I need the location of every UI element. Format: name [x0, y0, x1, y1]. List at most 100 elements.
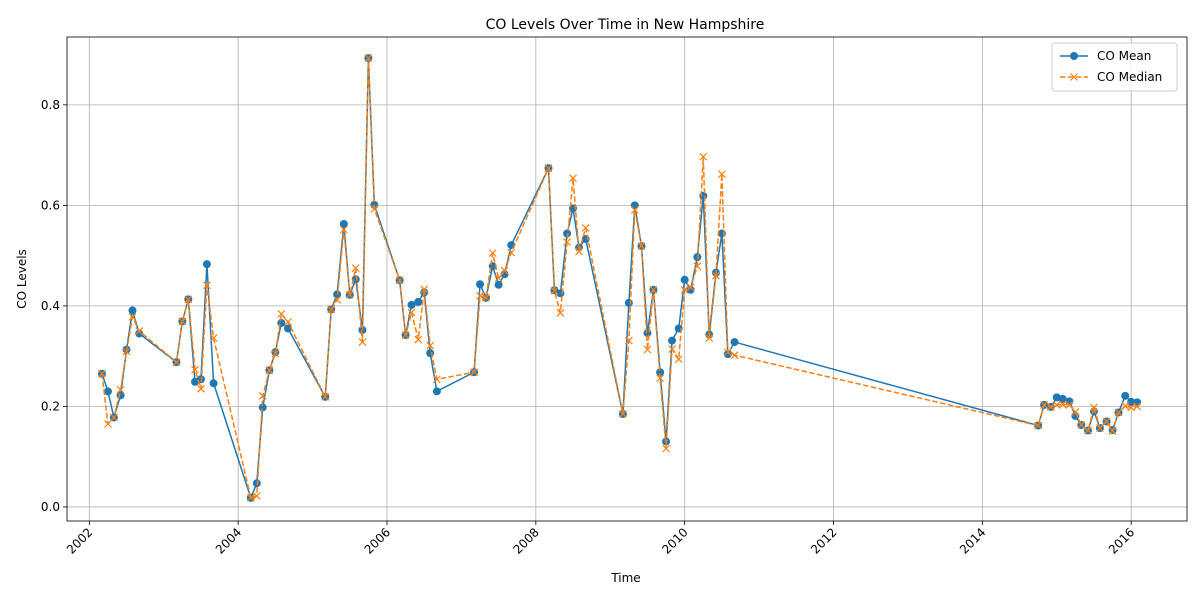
data-point-co-median [178, 317, 187, 326]
data-point-co-median [717, 170, 726, 179]
data-point-co-median [432, 375, 441, 384]
data-point-co-median [109, 413, 118, 422]
data-point-co-median [643, 345, 652, 354]
legend-marker-co-mean [1070, 52, 1078, 60]
data-point-co-median [128, 313, 137, 321]
data-point-co-median [209, 334, 218, 342]
data-point-co-median [1102, 417, 1111, 426]
data-point-co-median [686, 283, 695, 292]
data-point-co-median [1058, 400, 1067, 409]
data-point-co-mean [730, 338, 739, 347]
data-point-co-median [494, 274, 503, 283]
data-point-co-median [98, 369, 106, 378]
data-point-co-mean [432, 387, 441, 396]
data-point-co-median [1034, 421, 1043, 430]
data-point-co-mean [668, 336, 677, 345]
legend-label-co-median: CO Median [1097, 70, 1162, 84]
data-point-co-median [575, 247, 583, 256]
data-point-co-mean [258, 403, 267, 412]
data-point-co-mean [202, 260, 211, 269]
data-point-co-median [135, 327, 144, 335]
data-point-co-median [482, 293, 490, 302]
series-layer [97, 54, 1142, 502]
data-point-co-median [1084, 426, 1092, 435]
data-point-co-median [1090, 403, 1098, 412]
data-point-co-mean [103, 387, 112, 396]
data-point-co-median [1065, 400, 1074, 409]
data-point-co-median [705, 334, 714, 342]
data-point-co-median [668, 345, 676, 354]
data-point-co-mean [563, 229, 572, 238]
series-co-median [98, 54, 1142, 502]
data-point-co-mean [1127, 397, 1136, 406]
data-point-co-median [674, 355, 683, 364]
data-point-co-mean [656, 368, 665, 377]
data-point-co-median [407, 308, 416, 317]
data-point-co-median [258, 391, 267, 400]
data-point-co-mean [407, 300, 416, 309]
data-point-co-median [618, 410, 627, 418]
data-point-co-median [730, 351, 739, 360]
data-point-co-median [252, 491, 261, 500]
data-point-co-median [1046, 402, 1055, 411]
data-point-co-median [184, 295, 193, 304]
data-point-co-median [488, 249, 497, 258]
data-point-co-median [197, 384, 205, 393]
y-tick-label: 0.0 [41, 500, 60, 514]
data-point-co-median [680, 285, 689, 294]
data-point-co-median [420, 285, 429, 294]
data-point-co-median [1077, 421, 1086, 429]
data-point-co-median [116, 385, 125, 394]
data-point-co-median [649, 285, 658, 294]
chart-title: CO Levels Over Time in New Hampshire [486, 17, 765, 33]
data-point-co-median [333, 295, 342, 304]
legend-marker-co-median [1070, 73, 1078, 81]
data-point-co-median [556, 309, 565, 317]
data-point-co-median [630, 205, 639, 214]
data-point-co-median [1096, 424, 1104, 432]
data-point-co-median [364, 54, 373, 63]
data-point-co-median [544, 164, 553, 173]
data-point-co-mean [723, 350, 732, 359]
data-point-co-mean [414, 297, 423, 306]
data-point-co-median [1108, 427, 1117, 435]
data-point-co-mean [209, 379, 218, 388]
data-point-co-median [1133, 402, 1142, 411]
data-point-co-median [1114, 408, 1123, 417]
data-point-co-mean [624, 298, 633, 307]
data-point-co-mean [630, 201, 639, 210]
data-point-co-median [327, 305, 336, 314]
y-tick-label: 0.6 [41, 198, 60, 212]
data-point-co-median [581, 224, 590, 232]
data-point-co-median [693, 262, 702, 271]
data-point-co-median [202, 281, 211, 290]
data-point-co-median [284, 318, 292, 326]
y-tick-label: 0.8 [41, 98, 60, 112]
data-point-co-median [712, 271, 720, 280]
data-point-co-median [476, 291, 484, 300]
data-point-co-median [370, 204, 379, 213]
data-point-co-median [265, 366, 274, 375]
data-point-co-median [345, 290, 354, 299]
data-point-co-mean [351, 275, 360, 284]
data-point-co-mean [128, 306, 137, 315]
data-point-co-median [550, 286, 559, 295]
data-point-co-median [172, 358, 181, 367]
data-point-co-mean [494, 280, 503, 289]
data-point-co-median [339, 225, 348, 234]
data-point-co-median [500, 266, 509, 275]
data-point-co-mean [680, 275, 689, 284]
data-point-co-median [637, 242, 646, 251]
data-point-co-median [401, 331, 410, 339]
data-point-co-median [321, 392, 330, 401]
legend-label-co-mean: CO Mean [1097, 49, 1151, 63]
data-point-co-median [569, 174, 577, 183]
data-point-co-mean [643, 329, 652, 338]
data-point-co-median [351, 264, 360, 273]
data-point-co-median [122, 347, 131, 356]
legend: CO Mean CO Median [1051, 42, 1178, 92]
legend-box [1051, 42, 1178, 92]
data-point-co-median [277, 310, 286, 318]
data-point-co-median [395, 276, 404, 285]
